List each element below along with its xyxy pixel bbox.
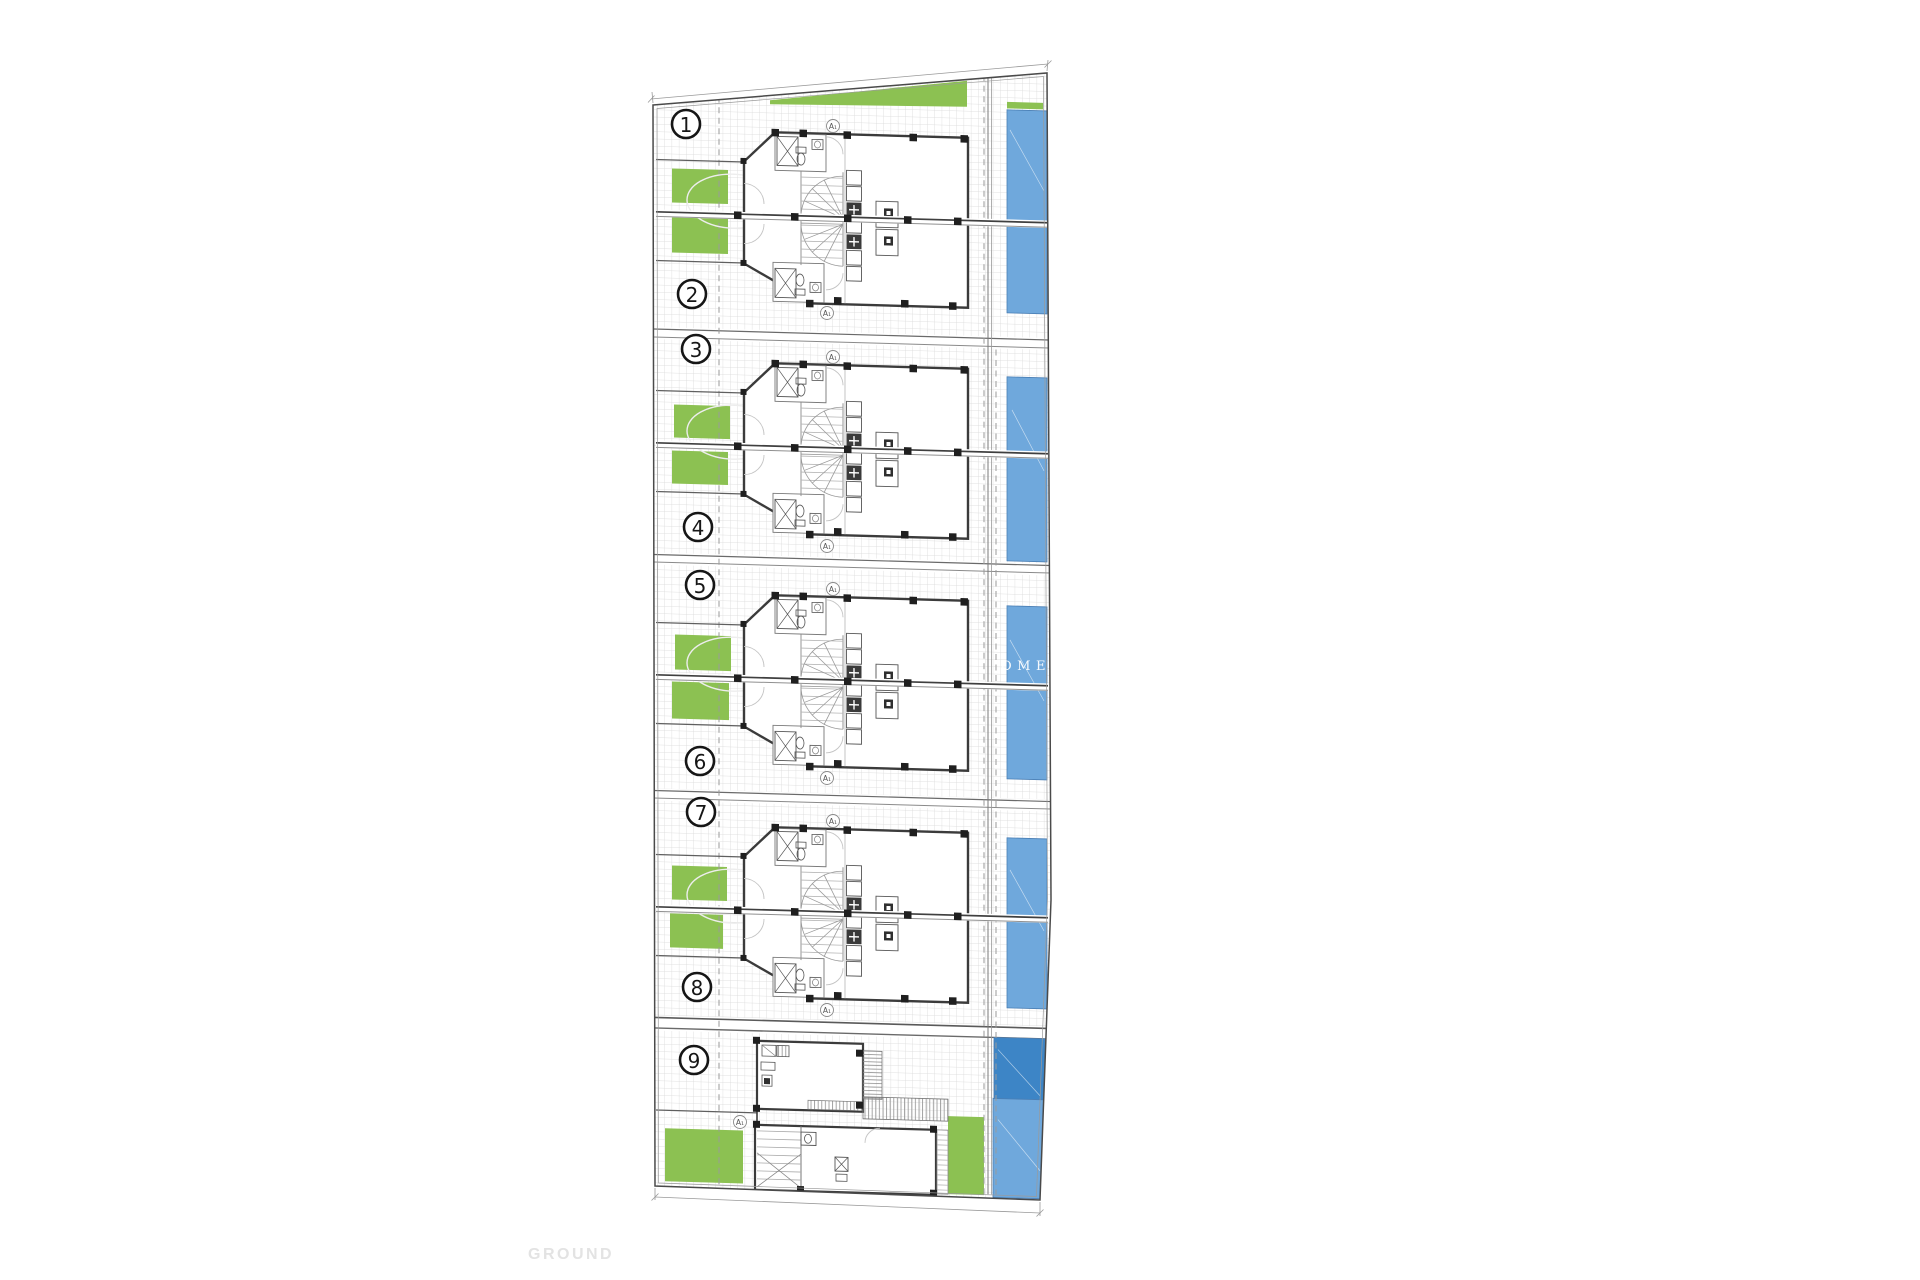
section-marker: A₁ — [733, 1115, 747, 1129]
pool-reflections — [997, 129, 1045, 1171]
party-wall-lines — [656, 209, 1051, 924]
section-markers: A₁ A₁ A₁ A₁ A₁ A₁ A₁ A₁ — [733, 119, 840, 1129]
plot-number: 5 — [694, 574, 707, 598]
pool-plot1 — [1006, 109, 1048, 315]
pool-plot2 — [1006, 376, 1048, 563]
lawn-plot3b — [672, 681, 729, 721]
pool-plot3 — [1006, 605, 1048, 781]
svg-text:A₁: A₁ — [823, 1006, 831, 1015]
svg-text:A₁: A₁ — [829, 353, 837, 362]
plot-number: 6 — [694, 750, 707, 774]
svg-text:A₁: A₁ — [829, 122, 837, 131]
section-marker: A₁ — [826, 582, 840, 596]
svg-text:A₁: A₁ — [823, 774, 831, 783]
section-marker: A₁ — [826, 119, 840, 133]
plot-number: 4 — [692, 516, 705, 540]
house-unit-9 — [656, 1036, 949, 1197]
section-marker: A₁ — [820, 539, 834, 553]
section-dash-lines — [718, 75, 997, 1195]
svg-text:A₁: A₁ — [829, 585, 837, 594]
section-marker: A₁ — [820, 1003, 834, 1017]
lawn-plot5b — [948, 1116, 984, 1196]
plot-number: 8 — [691, 976, 704, 1000]
plot-badge-5: 5 — [684, 569, 716, 601]
plot-badge-7: 7 — [685, 796, 717, 828]
plot-badge-8: 8 — [681, 971, 713, 1003]
lawns — [665, 80, 1043, 1196]
svg-text:A₁: A₁ — [736, 1118, 744, 1127]
lawn-plot3 — [675, 634, 731, 672]
pool-plot4 — [1006, 837, 1048, 1010]
floor-label: GROUND — [528, 1246, 614, 1263]
plot-number: 2 — [686, 283, 699, 307]
lawn-pool-sliver — [1007, 101, 1043, 110]
plot-boundary-lines — [654, 326, 1051, 1042]
plot-badge-1: 1 — [670, 108, 702, 140]
lawn-plot2 — [674, 404, 730, 440]
plot-number: 9 — [688, 1049, 701, 1073]
plot-badge-4: 4 — [682, 511, 714, 543]
site-boundary — [652, 72, 1052, 1201]
party-wall-columns — [734, 211, 962, 921]
lawn-plot1 — [672, 168, 728, 205]
plot-badge-9: 9 — [678, 1044, 710, 1076]
section-marker: A₁ — [826, 350, 840, 364]
lawn-plot2b — [672, 450, 728, 486]
svg-text:A₁: A₁ — [823, 542, 831, 551]
section-marker: A₁ — [820, 771, 834, 785]
lawn-plot1b — [672, 215, 728, 255]
lawn-plot4 — [672, 865, 727, 902]
lawn-plot5 — [665, 1128, 743, 1184]
pool-plot5-deep — [993, 1037, 1046, 1101]
lawn-plot4b — [670, 913, 723, 949]
plot-number: 7 — [695, 801, 708, 825]
plot-number: 3 — [690, 338, 703, 362]
plot-badge-2: 2 — [676, 278, 708, 310]
svg-text:A₁: A₁ — [829, 817, 837, 826]
homes-watermark: OMES — [1001, 659, 1065, 674]
svg-text:A₁: A₁ — [823, 309, 831, 318]
pools — [992, 109, 1048, 1200]
plot-badges: 1 2 3 4 5 6 7 8 — [670, 108, 717, 1076]
plot-badge-3: 3 — [680, 333, 712, 365]
section-marker: A₁ — [820, 306, 834, 320]
plot-number: 1 — [680, 113, 693, 137]
dimension-lines — [647, 59, 1052, 1217]
section-marker: A₁ — [826, 814, 840, 828]
plot-badge-6: 6 — [684, 745, 716, 777]
